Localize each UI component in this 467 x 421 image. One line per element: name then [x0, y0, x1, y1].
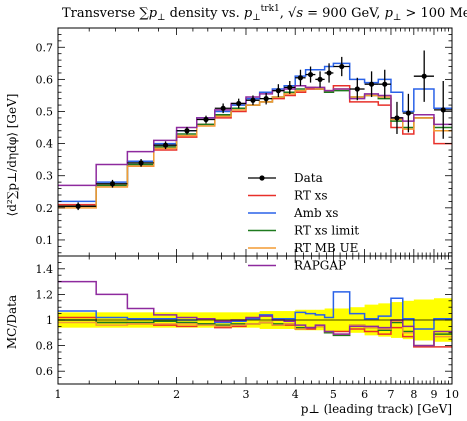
- series-line-rapgap: [58, 85, 452, 187]
- legend-label-rt-mb-ue: RT MB UE: [294, 241, 358, 255]
- y-axis-ticks: 0.1 0.2 0.3 0.4 0.5 0.6 0.7: [36, 27, 452, 254]
- x-tick-label: 2: [173, 388, 180, 401]
- ratio-y-axis-ticks: 0.6 0.8 1 1.2 1.4: [36, 255, 452, 385]
- y-tick-label: 0.7: [36, 41, 54, 54]
- x-tick-label: 1: [55, 388, 62, 401]
- y-tick-label: 0.2: [36, 202, 54, 215]
- x-tick-label: 10: [445, 388, 459, 401]
- x-axis-label: p⊥ (leading track) [GeV]: [301, 402, 452, 416]
- data-point: [326, 70, 332, 76]
- x-tick-label: 5: [330, 388, 337, 401]
- legend-label-rt-xs-limit: RT xs limit: [294, 224, 359, 238]
- legend-label-rapgap: RAPGAP: [294, 259, 346, 273]
- data-point: [263, 96, 269, 102]
- main-plot-area: 0.1 0.2 0.3 0.4 0.5 0.6 0.7: [36, 27, 453, 257]
- ratio-y-tick-label: 0.8: [36, 340, 54, 353]
- data-point: [75, 203, 81, 209]
- data-point: [203, 116, 209, 123]
- series-line-amb-xs: [58, 62, 452, 203]
- y-tick-label: 0.5: [36, 105, 54, 118]
- x-tick-label: 6: [361, 388, 368, 401]
- x-tick-label: 8: [410, 388, 417, 401]
- legend: Data RT xs Amb xs RT xs limit RT MB UE RAPGAP: [248, 171, 359, 273]
- data-point: [317, 76, 323, 82]
- data-point: [368, 81, 375, 87]
- data-point: [382, 81, 388, 87]
- x-tick-label: 4: [292, 388, 299, 401]
- data-point: [421, 73, 427, 79]
- ratio-y-tick-label: 0.6: [36, 365, 54, 378]
- data-point: [109, 181, 116, 187]
- data-point: [184, 128, 190, 134]
- data-point: [440, 107, 446, 113]
- ratio-y-axis-label: MC/Data: [5, 295, 19, 349]
- ratio-y-tick-label: 1: [46, 314, 53, 327]
- y-tick-label: 0.4: [36, 138, 54, 151]
- ratio-line-rapgap: [58, 280, 452, 347]
- main-plot-frame: [57, 27, 453, 257]
- data-point: [354, 86, 360, 92]
- data-point: [297, 75, 304, 81]
- legend-label-data: Data: [294, 171, 323, 185]
- data-point: [307, 71, 314, 78]
- data-point: [220, 105, 226, 111]
- ratio-y-tick-label: 1.2: [36, 288, 54, 301]
- series-line-rt-mb-ue: [58, 86, 452, 209]
- y-tick-label: 0.6: [36, 73, 54, 86]
- data-point: [287, 84, 293, 91]
- ratio-y-tick-label: 1.4: [36, 263, 54, 276]
- data-point: [275, 88, 281, 94]
- data-point: [405, 110, 411, 116]
- ratio-plot-area: 1 2 3 4 5 6 7 8 9 10 0.6 0.8 1 1.2 1.4: [36, 28, 459, 401]
- legend-label-rt-xs: RT xs: [294, 189, 328, 203]
- data-point: [236, 100, 242, 107]
- data-point: [162, 142, 169, 148]
- data-point: [250, 97, 256, 103]
- data-point: [394, 115, 400, 121]
- y-axis-label: ⟨d²∑p⊥/dηdφ⟩ [GeV]: [5, 94, 19, 217]
- x-tick-label: 3: [242, 388, 249, 401]
- x-axis-ticks: 1 2 3 4 5 6 7 8 9 10: [55, 28, 459, 401]
- x-tick-label: 7: [387, 388, 394, 401]
- y-tick-label: 0.1: [36, 234, 54, 247]
- y-tick-label: 0.3: [36, 170, 54, 183]
- legend-label-amb-xs: Amb xs: [293, 206, 338, 220]
- legend-marker-data: [259, 175, 265, 181]
- chart-title: Transverse ∑p⊥ density vs. p⊥trk1, √s = …: [62, 4, 467, 23]
- data-point: [339, 63, 345, 70]
- x-tick-label: 9: [430, 388, 437, 401]
- data-point: [138, 160, 144, 166]
